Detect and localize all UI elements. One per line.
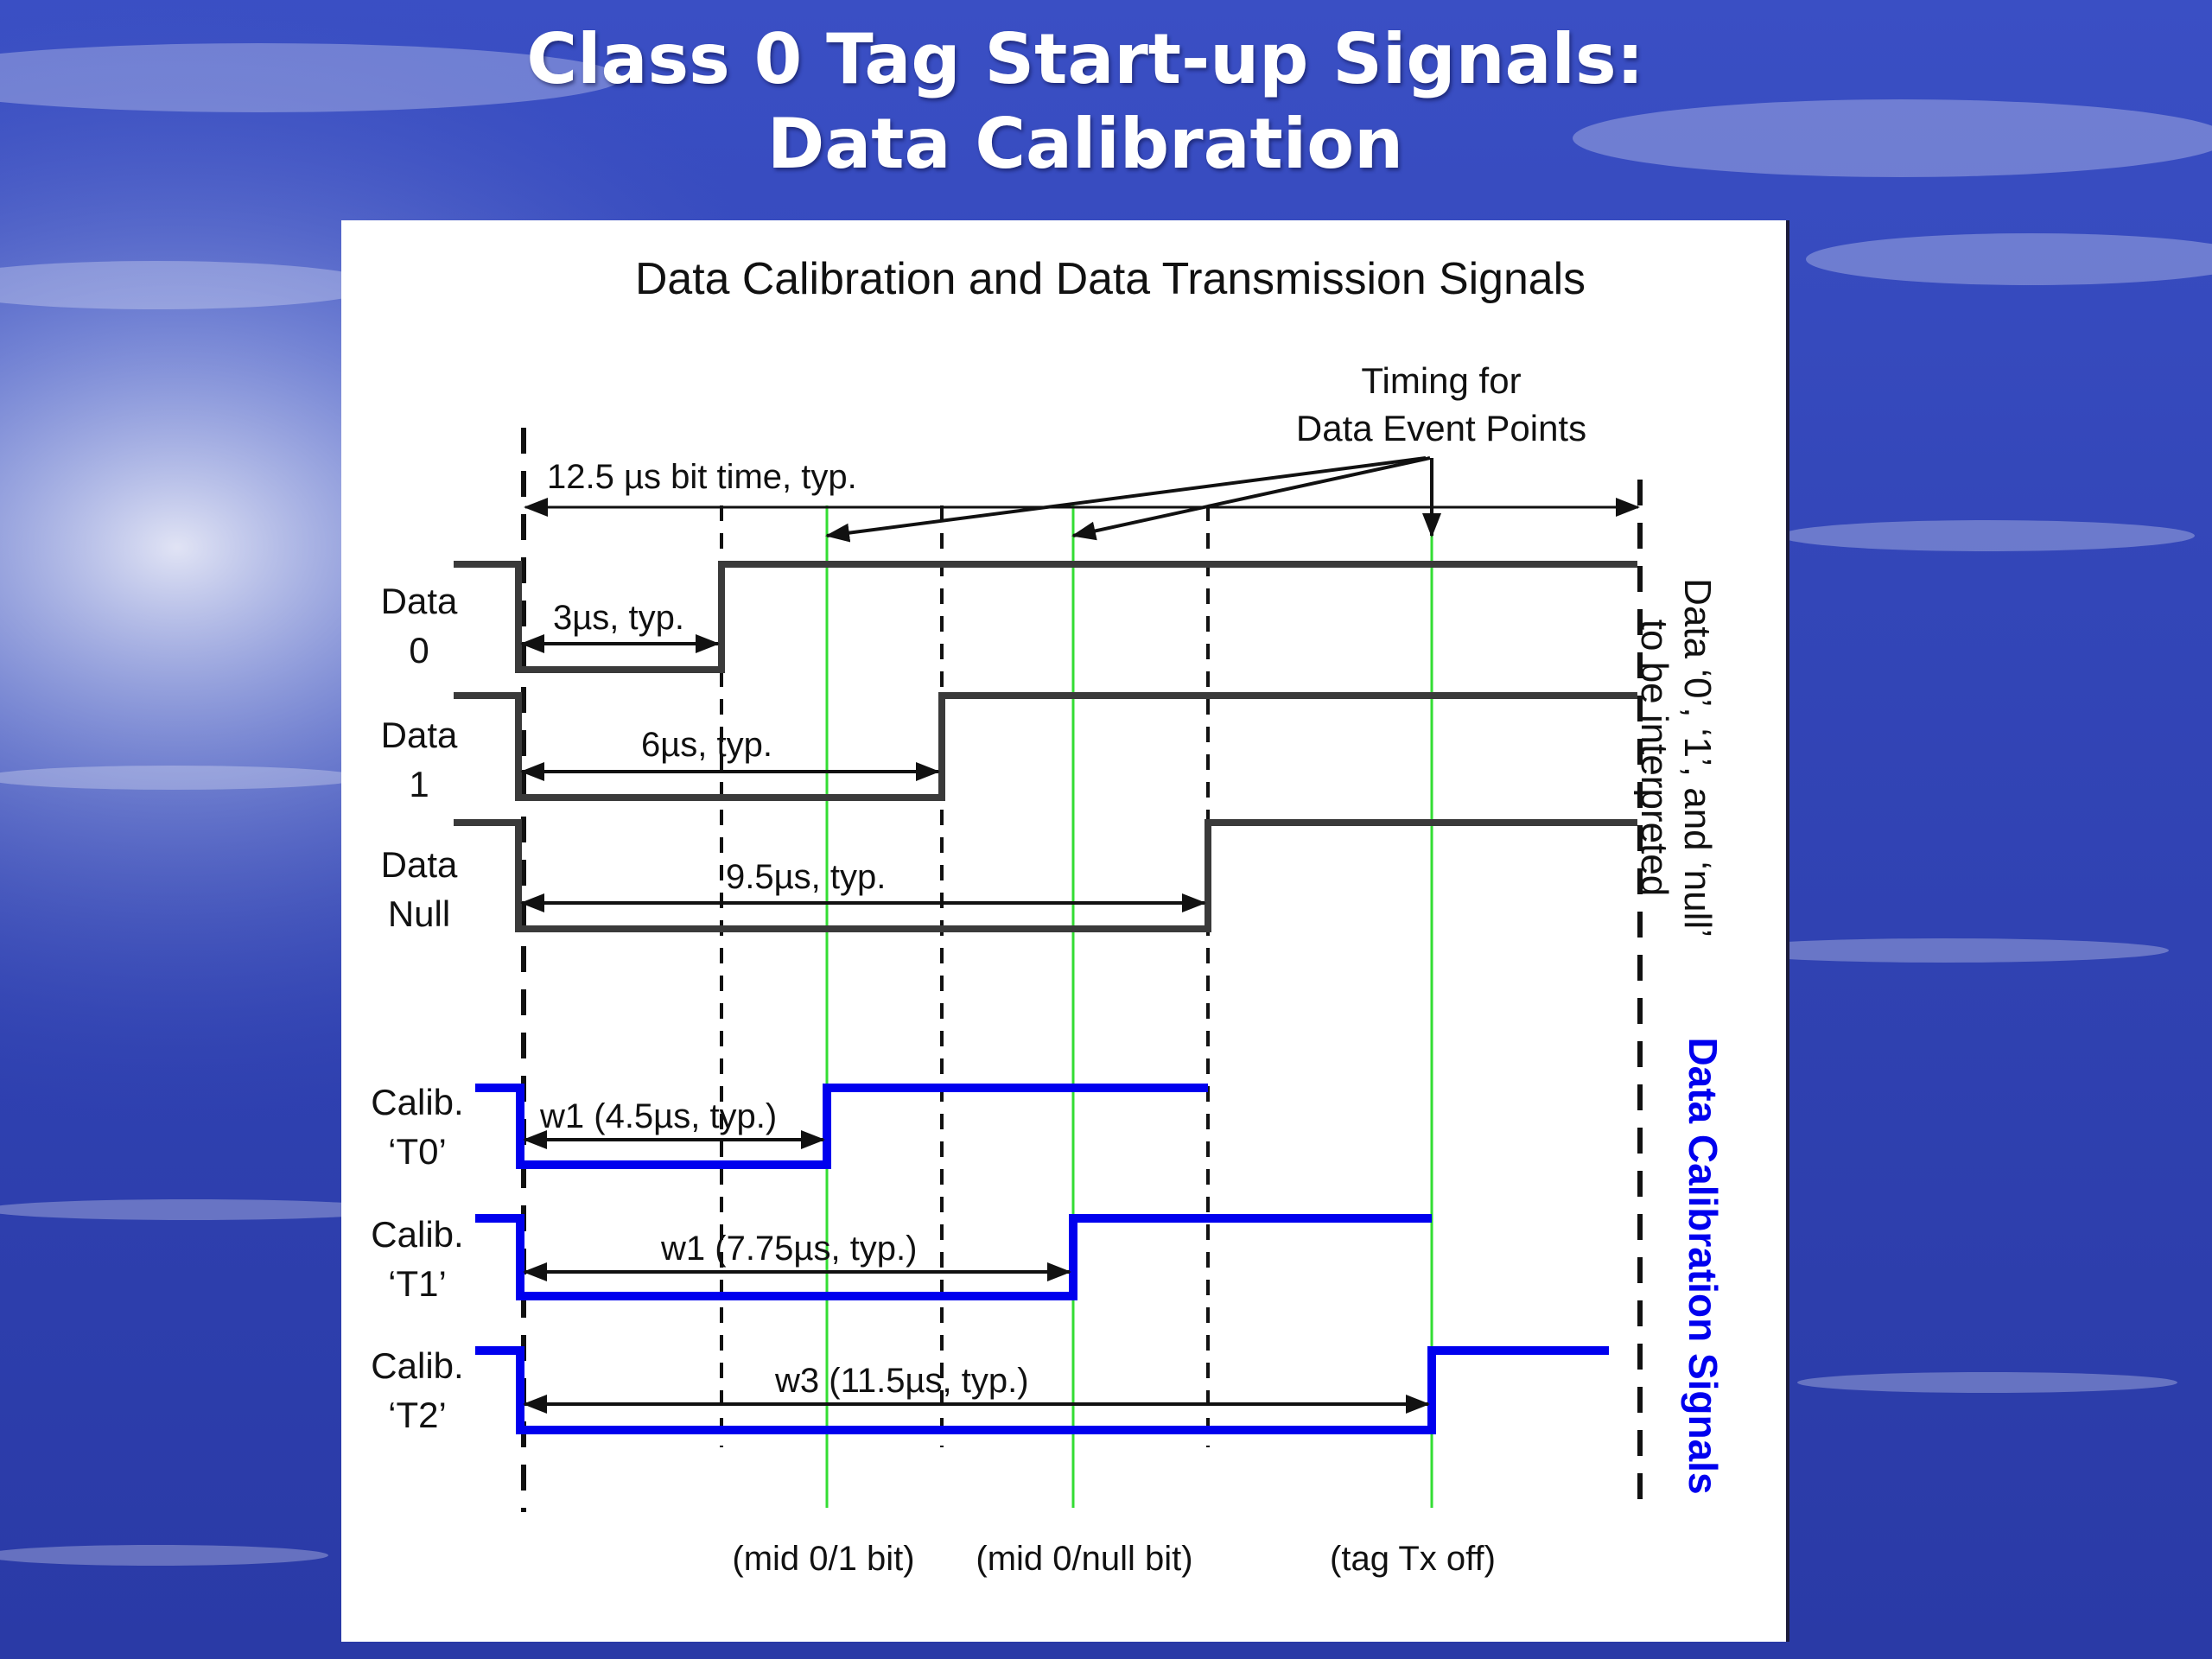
data0-width-label: 3µs, typ. [553, 599, 684, 637]
calib-t0-waveform [475, 1084, 1208, 1169]
calib-t0-width-label: w1 (4.5µs, typ.) [539, 1097, 777, 1135]
calib-t2-waveform [475, 1346, 1609, 1434]
data1-width-label: 6µs, typ. [641, 726, 772, 764]
datanull-label-line2: Null [388, 893, 450, 934]
bit-time-label: 12.5 µs bit time, typ. [547, 458, 857, 496]
diagram-title: Data Calibration and Data Transmission S… [635, 254, 1586, 304]
side-label-data-line1: Data ‘0’, ‘1’, and ‘null’ [1676, 578, 1719, 938]
timing-diagram-panel: Data Calibration and Data Transmission S… [341, 220, 1786, 1642]
side-label-calibration: Data Calibration Signals [1681, 1037, 1726, 1494]
calib-t1-waveform [475, 1214, 1432, 1300]
data1-label-line2: 1 [409, 764, 429, 804]
data1-label-line1: Data [381, 715, 458, 755]
calib-t2-width-label: w3 (11.5µs, typ.) [774, 1362, 1029, 1400]
calib-t2-label-line2: ‘T2’ [388, 1395, 447, 1435]
timing-diagram: Data Calibration and Data Transmission S… [371, 254, 1726, 1578]
event-label-mid-0-1: (mid 0/1 bit) [732, 1540, 914, 1578]
timing-pointer-arrow-mid01 [825, 456, 1427, 543]
data0-waveform [454, 561, 1637, 673]
timing-note-line1: Timing for [1361, 360, 1521, 401]
event-label-tag-tx-off: (tag Tx off) [1330, 1540, 1496, 1578]
calib-t1-label-line2: ‘T1’ [388, 1263, 447, 1304]
datanull-width-label: 9.5µs, typ. [726, 858, 886, 896]
data0-label-line2: 0 [409, 630, 429, 671]
datanull-waveform [454, 819, 1637, 932]
calib-t2-label-line1: Calib. [371, 1345, 463, 1386]
datanull-label-line1: Data [381, 844, 458, 885]
event-label-mid-0-null: (mid 0/null bit) [976, 1540, 1192, 1578]
data0-label-line1: Data [381, 581, 458, 621]
calib-t1-label-line1: Calib. [371, 1214, 463, 1255]
calib-t0-label-line1: Calib. [371, 1082, 463, 1122]
timing-pointer-arrow-mid0null [1071, 456, 1431, 541]
slide-title-line-2: Data Calibration [766, 104, 1404, 184]
calib-t1-width-label: w1 (7.75µs, typ.) [660, 1230, 917, 1268]
side-label-data-line2: to be interpreted [1633, 620, 1675, 896]
slide-title-line-1: Class 0 Tag Start-up Signals: [526, 19, 1644, 99]
data1-waveform [454, 692, 1637, 801]
calib-t0-label-line2: ‘T0’ [388, 1131, 447, 1172]
timing-note-line2: Data Event Points [1296, 408, 1586, 448]
